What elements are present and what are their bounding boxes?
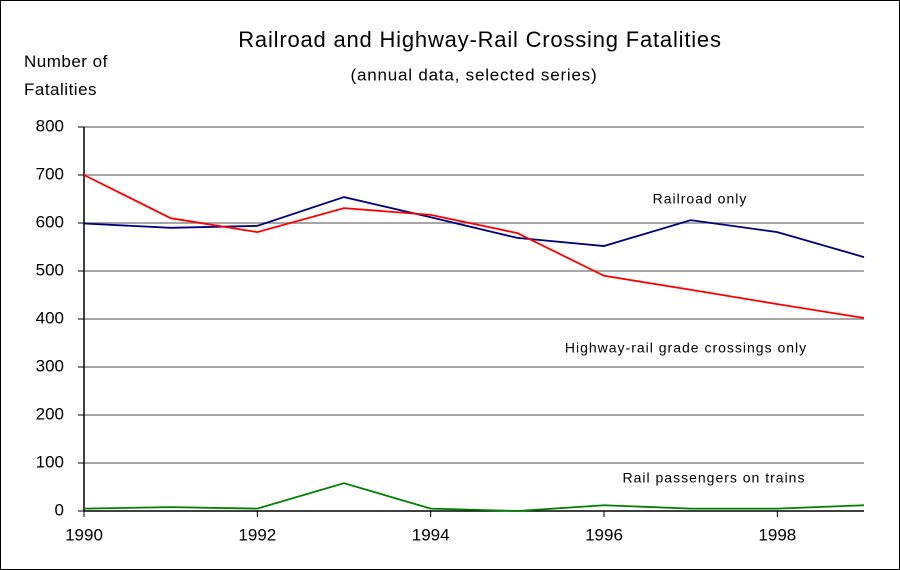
series-label: Railroad only bbox=[653, 191, 748, 207]
y-tick-label: 700 bbox=[36, 164, 64, 183]
y-tick-label: 600 bbox=[36, 212, 64, 231]
y-tick-label: 300 bbox=[36, 356, 64, 375]
series-line bbox=[83, 482, 865, 512]
x-tick-label: 1992 bbox=[238, 525, 276, 544]
chart-subtitle: (annual data, selected series) bbox=[350, 65, 597, 84]
y-tick-label: 200 bbox=[36, 404, 64, 423]
series-label: Highway-rail grade crossings only bbox=[565, 340, 807, 356]
x-tick-label: 1990 bbox=[65, 525, 103, 544]
series-line bbox=[83, 196, 865, 258]
y-tick-label: 800 bbox=[36, 116, 64, 135]
y-tick-label: 400 bbox=[36, 308, 64, 327]
y-tick-label: 100 bbox=[36, 452, 64, 471]
x-tick-label: 1994 bbox=[412, 525, 450, 544]
x-tick-label: 1996 bbox=[585, 525, 623, 544]
x-tick-label: 1998 bbox=[758, 525, 796, 544]
y-tick-label: 0 bbox=[55, 500, 64, 519]
chart-title: Railroad and Highway-Rail Crossing Fatal… bbox=[238, 27, 722, 52]
y-axis-label: Number of Fatalities bbox=[24, 52, 108, 99]
series-label: Rail passengers on trains bbox=[623, 470, 806, 486]
y-tick-label: 500 bbox=[36, 260, 64, 279]
series-line bbox=[83, 174, 865, 319]
